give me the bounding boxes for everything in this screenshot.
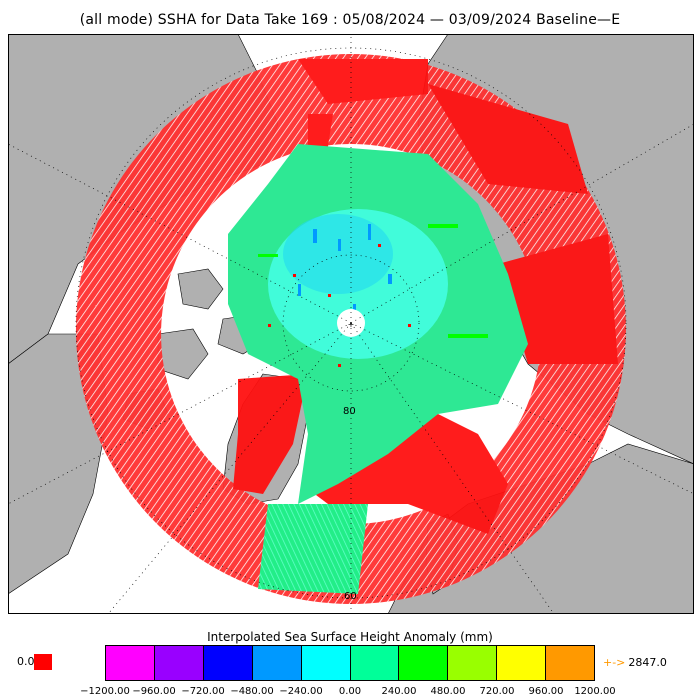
max-value-label: 2847.0 (628, 656, 667, 669)
colorbar-tick-label: −720.00 (181, 686, 225, 697)
colorbar-segment (106, 646, 155, 680)
ssha-arctic-coverage (228, 144, 528, 504)
colorbar-tick-label: −1200.00 (80, 686, 130, 697)
pole-marker: + (348, 320, 355, 329)
colorbar-tick-label: 240.00 (381, 686, 417, 697)
colorbar-segment (448, 646, 498, 680)
colorbar-segment (252, 646, 302, 680)
colorbar-segment (399, 646, 449, 680)
latitude-label-80: 80 (343, 406, 356, 417)
colorbar-tick-label: 0.00 (338, 686, 362, 697)
colorbar (105, 645, 595, 681)
colorbar-ticks: −1200.00 −960.00 −720.00 −480.00 −240.00 0.00… (0, 686, 700, 700)
colorbar-tick-label: 720.00 (479, 686, 515, 697)
polar-map: + 80 60 (8, 34, 694, 614)
max-value-indicator: +-> 2847.0 (603, 656, 667, 669)
colorbar-tick-label: −480.00 (230, 686, 274, 697)
ssha-green-swath (258, 504, 368, 594)
latitude-label-60: 60 (344, 591, 357, 602)
map-frame (8, 34, 694, 614)
colorbar-tick-label: 480.00 (430, 686, 466, 697)
colorbar-tick-label: 960.00 (528, 686, 564, 697)
map-title: (all mode) SSHA for Data Take 169 : 05/0… (79, 12, 621, 28)
colorbar-segment (301, 646, 351, 680)
colorbar-title: Interpolated Sea Surface Height Anomaly … (207, 630, 493, 644)
colorbar-tick-label: −960.00 (132, 686, 176, 697)
zero-value-label: 0.0 (17, 655, 35, 668)
graticule (8, 34, 694, 614)
colorbar-segment (497, 646, 547, 680)
colorbar-segment (203, 646, 253, 680)
colorbar-segment (350, 646, 400, 680)
colorbar-segment (154, 646, 204, 680)
max-arrow-icon: +-> (603, 656, 626, 669)
colorbar-segment (546, 646, 595, 680)
zero-value-swatch (34, 654, 52, 670)
colorbar-tick-label: −240.00 (279, 686, 323, 697)
colorbar-tick-label: 1200.00 (574, 686, 616, 697)
